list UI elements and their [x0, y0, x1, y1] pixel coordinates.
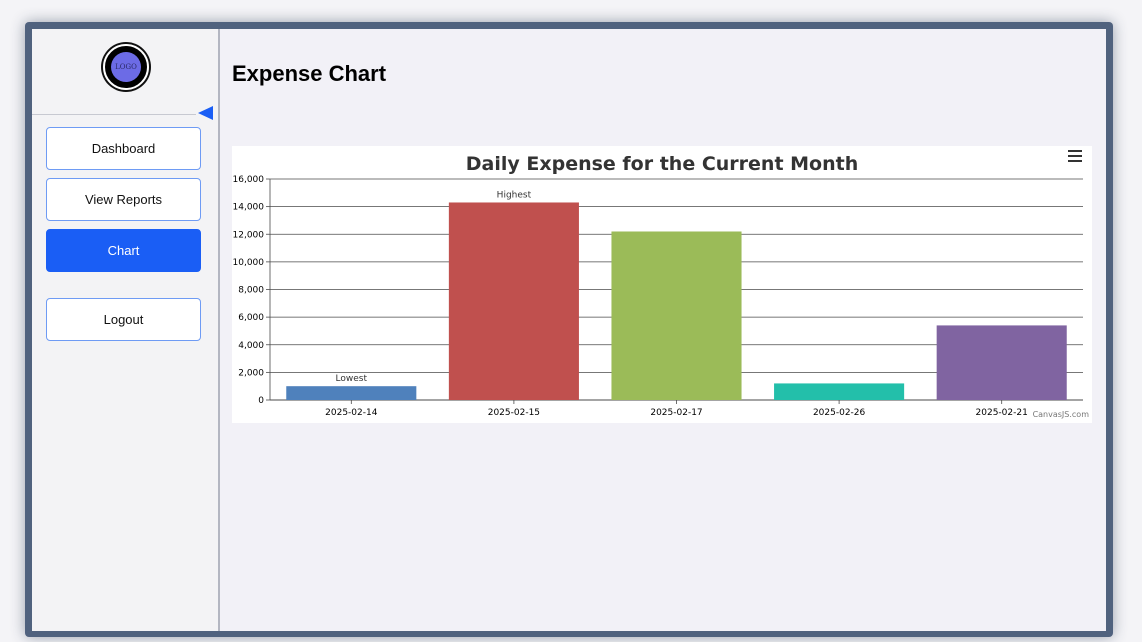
- y-tick-label: 8,000: [238, 286, 264, 296]
- logo-mark: LOGO: [111, 52, 141, 82]
- logout-button[interactable]: Logout: [46, 298, 201, 341]
- dashboard-button[interactable]: Dashboard: [46, 127, 201, 170]
- chart-label: Chart: [107, 243, 140, 258]
- chart-title: Daily Expense for the Current Month: [466, 153, 859, 175]
- y-tick-label: 16,000: [233, 175, 265, 185]
- collapse-left-arrow-icon[interactable]: [198, 106, 213, 120]
- y-tick-label: 0: [258, 396, 264, 406]
- bar-2025-02-15: [448, 202, 579, 400]
- chart-canvas: Daily Expense for the Current Month 0 2,00…: [233, 153, 1090, 419]
- data-label-highest: Highest: [497, 190, 532, 200]
- y-tick-label: 2,000: [238, 368, 264, 378]
- y-tick-label: 10,000: [233, 258, 265, 268]
- data-label-lowest: Lowest: [336, 374, 368, 384]
- y-tick-label: 6,000: [238, 313, 264, 323]
- x-tick-label: 2025-02-17: [650, 408, 702, 418]
- bar-2025-02-14: [286, 386, 417, 400]
- sidebar: LOGO Dashboard View Reports Chart Logout: [32, 29, 220, 631]
- logo-text: LOGO: [115, 62, 137, 71]
- y-tick-label: 4,000: [238, 341, 264, 351]
- bar-2025-02-21: [936, 325, 1067, 400]
- sidebar-divider: [32, 114, 196, 115]
- y-tick-label: 12,000: [233, 230, 265, 240]
- x-tick-label: 2025-02-15: [488, 408, 540, 418]
- page-title: Expense Chart: [232, 61, 387, 86]
- bar-2025-02-17: [611, 231, 742, 400]
- chart-menu-icon[interactable]: [1068, 150, 1082, 162]
- app-window: LOGO Dashboard View Reports Chart Logout…: [25, 22, 1113, 637]
- view-reports-button[interactable]: View Reports: [46, 178, 201, 221]
- x-tick-label: 2025-02-26: [813, 408, 866, 418]
- x-tick-label: 2025-02-14: [325, 408, 378, 418]
- logo: LOGO: [103, 44, 149, 90]
- chart-button[interactable]: Chart: [46, 229, 201, 272]
- logout-label: Logout: [103, 312, 144, 327]
- app-content: LOGO Dashboard View Reports Chart Logout…: [32, 29, 1106, 631]
- view-reports-label: View Reports: [84, 192, 163, 207]
- dashboard-label: Dashboard: [91, 141, 156, 156]
- chart-credit: CanvasJS.com: [1033, 410, 1090, 419]
- expense-chart: Daily Expense for the Current Month 0 2,00…: [232, 146, 1092, 423]
- bar-2025-02-26: [774, 383, 905, 400]
- x-tick-label: 2025-02-21: [976, 408, 1028, 418]
- y-tick-label: 14,000: [233, 203, 265, 213]
